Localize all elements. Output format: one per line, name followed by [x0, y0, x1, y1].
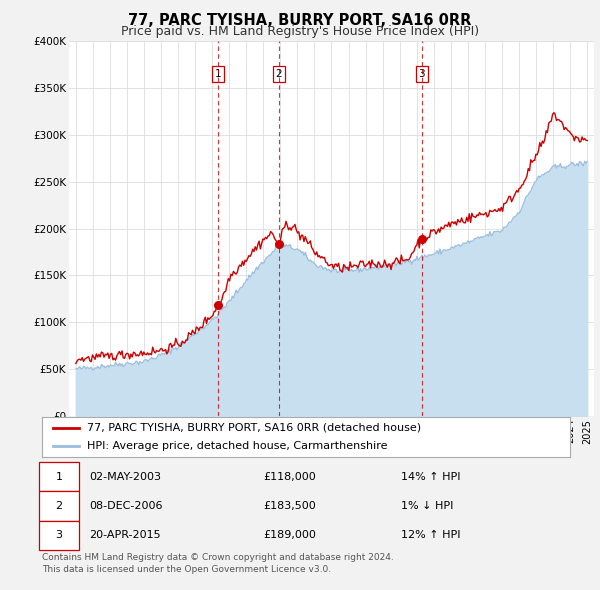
- Text: HPI: Average price, detached house, Carmarthenshire: HPI: Average price, detached house, Carm…: [87, 441, 388, 451]
- Text: 3: 3: [56, 530, 62, 540]
- Text: Price paid vs. HM Land Registry's House Price Index (HPI): Price paid vs. HM Land Registry's House …: [121, 25, 479, 38]
- Text: 77, PARC TYISHA, BURRY PORT, SA16 0RR: 77, PARC TYISHA, BURRY PORT, SA16 0RR: [128, 13, 472, 28]
- Text: 3: 3: [419, 69, 425, 79]
- Text: 14% ↑ HPI: 14% ↑ HPI: [401, 471, 461, 481]
- Text: 2: 2: [56, 501, 63, 511]
- Text: 02-MAY-2003: 02-MAY-2003: [89, 471, 161, 481]
- Text: £183,500: £183,500: [264, 501, 317, 511]
- Text: £118,000: £118,000: [264, 471, 317, 481]
- Text: 12% ↑ HPI: 12% ↑ HPI: [401, 530, 461, 540]
- FancyBboxPatch shape: [40, 462, 79, 491]
- FancyBboxPatch shape: [40, 491, 79, 520]
- Text: 77, PARC TYISHA, BURRY PORT, SA16 0RR (detached house): 77, PARC TYISHA, BURRY PORT, SA16 0RR (d…: [87, 423, 421, 433]
- Text: 20-APR-2015: 20-APR-2015: [89, 530, 161, 540]
- Text: 1: 1: [56, 471, 62, 481]
- Text: 2: 2: [275, 69, 283, 79]
- Text: 08-DEC-2006: 08-DEC-2006: [89, 501, 163, 511]
- Text: 1% ↓ HPI: 1% ↓ HPI: [401, 501, 454, 511]
- Text: £189,000: £189,000: [264, 530, 317, 540]
- Text: Contains HM Land Registry data © Crown copyright and database right 2024.
This d: Contains HM Land Registry data © Crown c…: [42, 553, 394, 574]
- Text: 1: 1: [214, 69, 221, 79]
- FancyBboxPatch shape: [40, 520, 79, 550]
